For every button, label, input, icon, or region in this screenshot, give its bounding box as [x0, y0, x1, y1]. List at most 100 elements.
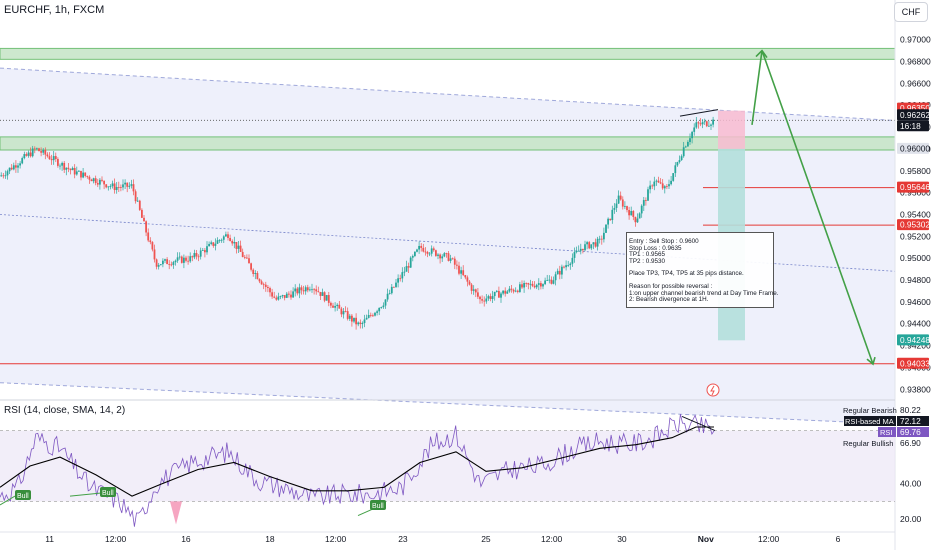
rsi-legend-value: 72.12 — [900, 416, 921, 426]
candle-body — [479, 296, 481, 300]
candle-body — [340, 308, 343, 315]
candle-body — [575, 250, 578, 253]
candle-body — [353, 317, 355, 322]
candle-body — [533, 285, 536, 288]
candle-body — [477, 292, 479, 297]
bull-line — [0, 495, 16, 506]
candle-body — [435, 250, 437, 256]
candle-body — [682, 147, 685, 157]
candle-body — [117, 186, 120, 188]
candle-body — [90, 179, 93, 182]
candle-body — [227, 234, 229, 238]
candle-body — [86, 175, 89, 177]
candle-body — [231, 240, 234, 244]
price-tick-label: 0.95200 — [900, 231, 931, 241]
price-tick-label: 0.95600 — [900, 188, 931, 198]
note-line: Entry : Sell Stop : 0.9600 — [629, 238, 699, 245]
candle-body — [141, 209, 143, 218]
candle-body — [15, 165, 17, 168]
candle-body — [460, 270, 462, 274]
symbol-title: EURCHF, 1h, FXCM — [4, 4, 105, 16]
candle-body — [19, 163, 21, 166]
candle-body — [147, 232, 150, 241]
candle-body — [563, 266, 565, 268]
supply-zone — [0, 136, 896, 151]
candle-body — [355, 317, 357, 325]
candle-body — [552, 280, 555, 284]
candle-body — [712, 119, 714, 125]
candle-body — [113, 183, 116, 191]
price-label-bg — [897, 181, 929, 193]
candle-body — [661, 183, 664, 189]
candle-body — [426, 252, 429, 254]
price-label: 0.94033 — [900, 358, 930, 368]
candle-body — [645, 200, 647, 201]
candle-body — [164, 259, 166, 261]
candle-body — [17, 165, 19, 168]
price-tick-label: 0.94200 — [900, 341, 931, 351]
candle-body — [705, 121, 708, 127]
candle-body — [411, 255, 414, 258]
candle-body — [52, 156, 55, 161]
candle-body — [357, 322, 360, 325]
candle-body — [462, 270, 465, 276]
candle-body — [445, 253, 448, 255]
candle-body — [693, 127, 696, 132]
candle-body — [218, 240, 221, 241]
rsi-legend-label: Regular Bullish — [843, 439, 893, 448]
candle-body — [384, 299, 387, 306]
price-label: 0.95646 — [900, 182, 930, 192]
candle-body — [535, 284, 538, 288]
candle-body — [510, 288, 513, 290]
candle-body — [504, 290, 507, 294]
candle-body — [678, 160, 681, 163]
note-line: 2: Bearish divergence at 1H. — [629, 296, 709, 304]
candle-body — [441, 256, 444, 259]
candle-body — [134, 191, 137, 202]
candle-body — [624, 206, 626, 207]
candle-body — [275, 297, 278, 300]
candle-body — [73, 167, 76, 175]
candle-body — [508, 288, 511, 292]
candle-body — [558, 270, 561, 275]
candle-body — [468, 281, 471, 285]
candle-body — [489, 296, 492, 299]
currency-button[interactable]: CHF — [894, 2, 928, 22]
channel-upper-line — [0, 67, 896, 122]
price-tick-label: 0.97000 — [900, 35, 931, 45]
candle-body — [21, 158, 24, 164]
candle-body — [48, 156, 51, 160]
candle-body — [382, 305, 385, 308]
candle-body — [651, 185, 654, 187]
candle-body — [281, 295, 284, 297]
candle-body — [390, 286, 393, 294]
rsi-legend-value: 80.22 — [900, 405, 921, 415]
candle-body — [498, 290, 500, 298]
candle-body — [611, 209, 614, 221]
price-tick-label: 0.93800 — [900, 384, 931, 394]
candle-body — [588, 242, 591, 249]
candle-body — [285, 293, 288, 298]
candle-body — [346, 311, 349, 319]
price-tick-label: 0.95800 — [900, 166, 931, 176]
candle-body — [124, 182, 126, 185]
note-line: TP1 : 0.9565 — [629, 251, 666, 259]
candle-body — [485, 298, 488, 302]
candle-body — [647, 189, 649, 201]
candles — [0, 116, 714, 330]
bull-label-bg — [15, 490, 31, 500]
note-line: Reason for possible reversal : — [629, 282, 713, 290]
candle-body — [649, 185, 651, 190]
candle-body — [703, 121, 706, 123]
trade-note: Entry : Sell Stop : 0.9600 Stop Loss : 0.… — [626, 232, 778, 308]
candle-body — [204, 250, 206, 253]
candle-body — [128, 185, 131, 187]
candle-body — [115, 186, 118, 191]
candle-body — [180, 256, 183, 263]
candle-body — [668, 184, 670, 187]
candle-body — [689, 138, 691, 142]
candle-body — [78, 170, 80, 172]
candle-body — [540, 283, 542, 287]
note-line: Stop Loss : 0.9635 — [629, 244, 682, 252]
